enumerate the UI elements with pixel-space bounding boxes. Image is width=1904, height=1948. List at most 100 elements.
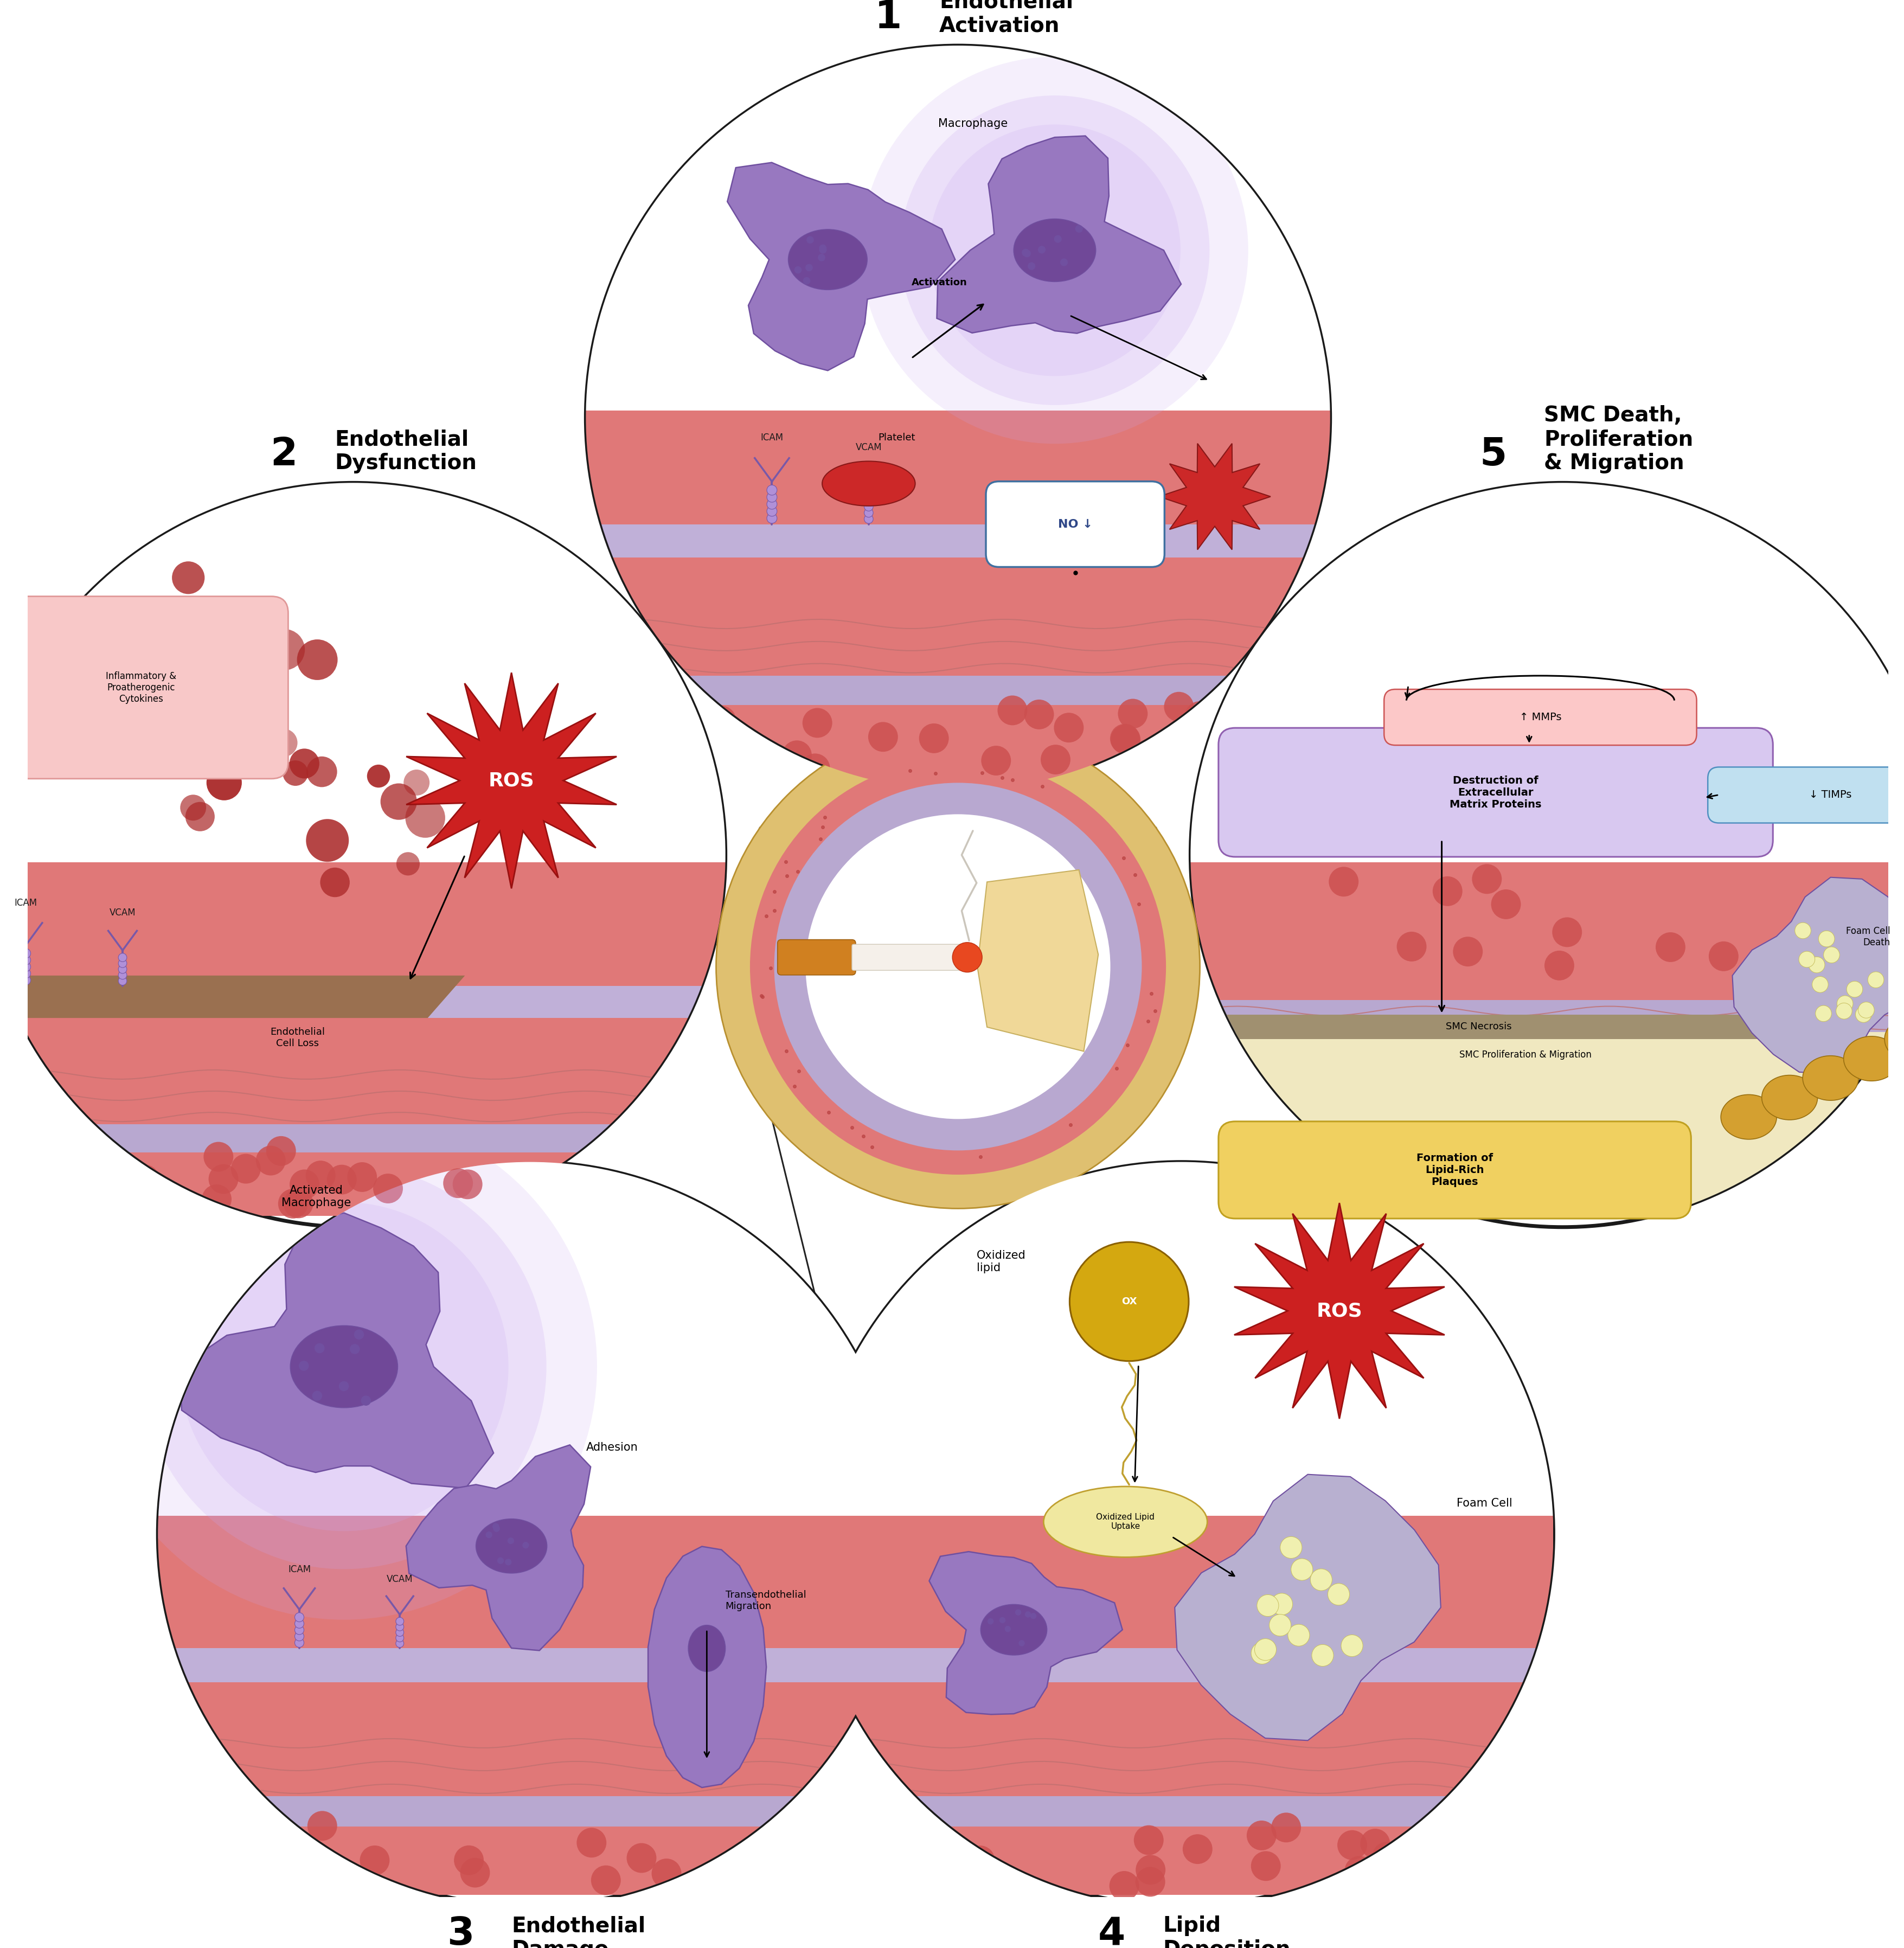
Polygon shape bbox=[1733, 877, 1904, 1073]
Circle shape bbox=[1312, 1644, 1333, 1666]
Circle shape bbox=[796, 1870, 824, 1901]
Circle shape bbox=[299, 1362, 308, 1371]
Circle shape bbox=[819, 244, 826, 251]
Bar bbox=[809, 771, 1554, 1516]
Polygon shape bbox=[929, 1553, 1121, 1714]
Circle shape bbox=[864, 497, 872, 505]
Circle shape bbox=[1112, 756, 1142, 785]
Bar bbox=[809, 1796, 1554, 1827]
Circle shape bbox=[21, 949, 30, 958]
Ellipse shape bbox=[823, 462, 916, 506]
Text: Oxidized Lipid
Uptake: Oxidized Lipid Uptake bbox=[1097, 1514, 1154, 1531]
Circle shape bbox=[864, 508, 872, 518]
Circle shape bbox=[1799, 914, 1830, 943]
Circle shape bbox=[263, 629, 305, 670]
Circle shape bbox=[21, 962, 30, 972]
Text: Endothelial
Damage: Endothelial Damage bbox=[512, 1915, 645, 1948]
Circle shape bbox=[1329, 867, 1358, 896]
Circle shape bbox=[1190, 483, 1904, 1227]
Text: Endothelial
Activation: Endothelial Activation bbox=[939, 0, 1074, 37]
Circle shape bbox=[295, 1638, 305, 1648]
Circle shape bbox=[219, 1814, 248, 1843]
Circle shape bbox=[493, 1523, 499, 1529]
Circle shape bbox=[1344, 1856, 1375, 1886]
Text: Inflammatory &
Proatherogenic
Cytokines: Inflammatory & Proatherogenic Cytokines bbox=[107, 672, 177, 703]
Circle shape bbox=[118, 958, 128, 968]
Circle shape bbox=[267, 1136, 295, 1165]
Text: ICAM: ICAM bbox=[760, 432, 783, 442]
Text: Activated
Macrophage: Activated Macrophage bbox=[282, 1184, 350, 1208]
Circle shape bbox=[998, 695, 1026, 725]
Circle shape bbox=[1310, 1568, 1331, 1592]
Circle shape bbox=[783, 740, 811, 769]
Circle shape bbox=[1135, 1866, 1165, 1897]
Bar bbox=[1190, 119, 1904, 863]
Circle shape bbox=[0, 483, 725, 1227]
Circle shape bbox=[767, 512, 777, 524]
Polygon shape bbox=[647, 1547, 765, 1788]
Circle shape bbox=[1257, 1595, 1278, 1617]
Circle shape bbox=[307, 1812, 337, 1841]
Polygon shape bbox=[406, 672, 617, 888]
Circle shape bbox=[767, 499, 777, 508]
Circle shape bbox=[289, 1169, 320, 1200]
Text: VCAM: VCAM bbox=[855, 442, 882, 452]
Circle shape bbox=[1163, 692, 1194, 721]
Circle shape bbox=[1432, 877, 1462, 906]
Polygon shape bbox=[1175, 1475, 1441, 1740]
Circle shape bbox=[21, 955, 30, 964]
Circle shape bbox=[295, 1619, 305, 1629]
Circle shape bbox=[1053, 236, 1061, 244]
Bar bbox=[158, 1683, 902, 1796]
Text: NO ↓: NO ↓ bbox=[1057, 518, 1093, 530]
Circle shape bbox=[1028, 263, 1036, 271]
Circle shape bbox=[208, 682, 251, 727]
Circle shape bbox=[1811, 976, 1828, 993]
Circle shape bbox=[295, 1632, 305, 1640]
Circle shape bbox=[1182, 1835, 1213, 1864]
Circle shape bbox=[396, 1629, 404, 1636]
Text: SMC Death,
Proliferation
& Migration: SMC Death, Proliferation & Migration bbox=[1544, 405, 1693, 473]
Polygon shape bbox=[406, 1445, 590, 1650]
Circle shape bbox=[118, 964, 128, 974]
Circle shape bbox=[129, 1165, 160, 1194]
Circle shape bbox=[1251, 1642, 1272, 1664]
Circle shape bbox=[209, 1165, 238, 1194]
Circle shape bbox=[360, 1845, 390, 1876]
Text: SMC Necrosis: SMC Necrosis bbox=[1445, 1023, 1512, 1032]
Circle shape bbox=[327, 1165, 356, 1194]
Polygon shape bbox=[977, 871, 1099, 1052]
Bar bbox=[586, 676, 1329, 705]
Ellipse shape bbox=[981, 1605, 1047, 1656]
Bar bbox=[809, 1827, 1554, 1895]
Text: ↑ MMPs: ↑ MMPs bbox=[1519, 713, 1561, 723]
Ellipse shape bbox=[1803, 1056, 1858, 1101]
Circle shape bbox=[901, 95, 1209, 405]
Circle shape bbox=[21, 968, 30, 978]
Circle shape bbox=[295, 1625, 305, 1634]
Polygon shape bbox=[937, 136, 1180, 333]
Ellipse shape bbox=[289, 1325, 398, 1408]
Circle shape bbox=[206, 766, 242, 801]
Circle shape bbox=[773, 783, 1142, 1151]
Circle shape bbox=[312, 1391, 322, 1401]
Circle shape bbox=[1003, 1627, 1011, 1632]
Circle shape bbox=[1110, 725, 1139, 754]
Circle shape bbox=[181, 795, 206, 820]
Circle shape bbox=[586, 45, 1329, 789]
Circle shape bbox=[1038, 245, 1045, 253]
Polygon shape bbox=[11, 976, 465, 1019]
Ellipse shape bbox=[1885, 1017, 1904, 1062]
Circle shape bbox=[396, 851, 419, 875]
Circle shape bbox=[819, 245, 826, 253]
Bar bbox=[0, 1124, 725, 1153]
Circle shape bbox=[1854, 1007, 1872, 1023]
Text: 3: 3 bbox=[447, 1915, 474, 1948]
Text: ROS: ROS bbox=[487, 771, 535, 789]
Circle shape bbox=[453, 1845, 484, 1876]
Circle shape bbox=[750, 758, 1165, 1175]
Circle shape bbox=[920, 723, 948, 754]
Text: ↓ TIMPs: ↓ TIMPs bbox=[1809, 789, 1851, 801]
Bar bbox=[0, 1019, 725, 1124]
Circle shape bbox=[1811, 912, 1841, 941]
